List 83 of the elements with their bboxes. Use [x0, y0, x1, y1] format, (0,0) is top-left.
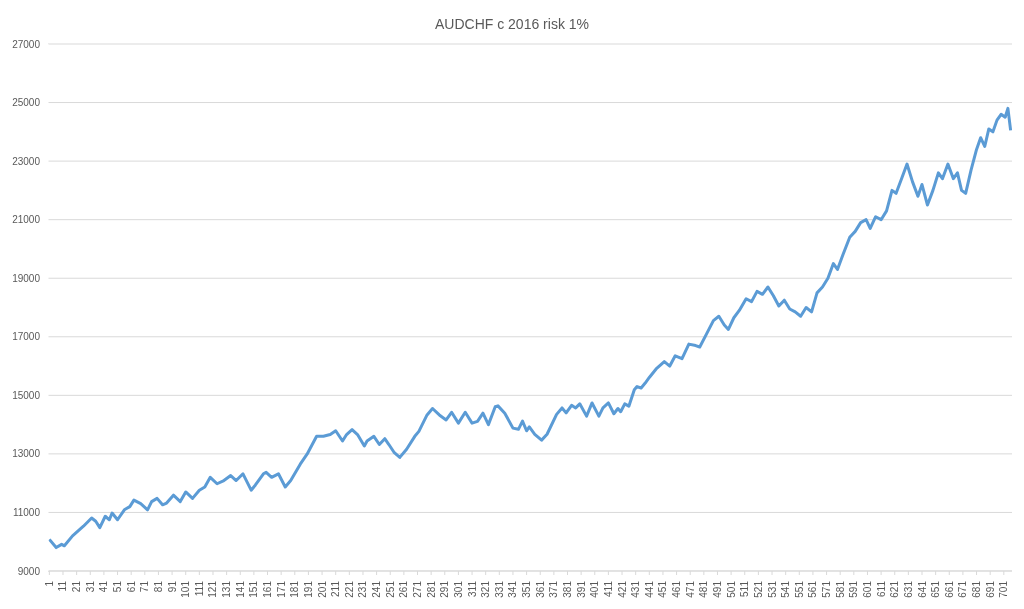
x-tick-label: 681 — [971, 580, 983, 598]
x-tick-label: 381 — [562, 580, 573, 598]
x-tick-label: 591 — [848, 580, 860, 598]
x-tick-label: 51 — [112, 580, 124, 593]
x-tick-label: 361 — [534, 580, 546, 598]
x-tick-label: 211 — [330, 580, 342, 597]
x-tick-label: 151 — [248, 580, 260, 598]
x-tick-label: 21 — [71, 580, 83, 593]
x-tick-label: 391 — [575, 580, 587, 598]
x-tick-label: 551 — [793, 580, 805, 598]
x-tick-label: 701 — [998, 580, 1010, 598]
x-tick-label: 651 — [930, 580, 942, 598]
x-tick-label: 331 — [493, 580, 505, 598]
chart-title: AUDCHF c 2016 risk 1% — [433, 15, 590, 34]
x-tick-label: 1 — [43, 580, 55, 587]
x-tick-label: 281 — [425, 580, 437, 598]
x-tick-label: 301 — [452, 580, 464, 598]
x-tick-label: 341 — [507, 580, 519, 598]
x-tick-label: 531 — [766, 580, 778, 598]
x-tick-label: 491 — [711, 580, 723, 598]
x-tick-label: 441 — [643, 580, 655, 598]
x-tick-label: 161 — [262, 580, 274, 598]
y-tick-label: 9000 — [17, 565, 41, 577]
x-tick-label: 581 — [834, 580, 846, 598]
x-tick-label: 641 — [916, 580, 928, 598]
x-tick-label: 111 — [193, 580, 205, 597]
x-tick-label: 91 — [166, 580, 178, 593]
y-tick-label: 15000 — [12, 389, 41, 401]
line-series — [48, 106, 1012, 550]
x-tick-label: 231 — [357, 580, 369, 598]
x-tick-label: 61 — [125, 580, 137, 593]
x-tick-label: 71 — [139, 580, 151, 593]
x-tick-label: 511 — [739, 580, 751, 597]
x-tick-label: 261 — [398, 580, 410, 598]
x-tick-label: 481 — [698, 580, 710, 598]
x-tick-label: 451 — [657, 580, 669, 598]
x-tick-label: 471 — [684, 580, 696, 598]
x-tick-label: 421 — [616, 580, 628, 598]
x-tick-label: 611 — [875, 580, 887, 597]
y-tick-label: 23000 — [12, 155, 41, 167]
y-tick-label: 17000 — [12, 331, 41, 343]
x-tick-label: 601 — [861, 580, 873, 598]
x-tick-label: 401 — [589, 580, 601, 598]
x-tick-label: 41 — [98, 580, 110, 593]
x-tick-label: 271 — [412, 580, 424, 598]
x-tick-label: 201 — [316, 580, 328, 598]
x-tick-label: 561 — [807, 580, 819, 598]
x-tick-label: 191 — [302, 580, 314, 598]
x-tick-label: 141 — [234, 580, 246, 598]
x-tick-label: 171 — [275, 580, 287, 598]
x-tick-label: 121 — [207, 580, 219, 598]
x-tick-label: 131 — [221, 580, 233, 598]
x-tick-label: 411 — [602, 580, 614, 597]
x-tick-label: 461 — [671, 580, 683, 598]
x-tick-label: 571 — [821, 580, 833, 598]
y-tick-label: 21000 — [12, 214, 41, 226]
x-tick-label: 661 — [943, 580, 955, 598]
x-tick-label: 311 — [466, 580, 478, 597]
x-tick-label: 631 — [902, 580, 914, 598]
x-tick-label: 251 — [384, 580, 396, 598]
x-tick-label: 541 — [780, 580, 792, 598]
x-tick-label: 181 — [289, 580, 301, 598]
x-tick-label: 431 — [630, 580, 642, 598]
x-tick-label: 81 — [152, 580, 164, 593]
x-tick-label: 321 — [480, 580, 492, 598]
x-tick-label: 521 — [752, 580, 764, 598]
x-tick-label: 221 — [343, 580, 355, 598]
y-tick-label: 27000 — [12, 38, 41, 50]
x-tick-label: 691 — [984, 580, 996, 598]
y-tick-label: 11000 — [12, 506, 41, 518]
y-tick-label: 19000 — [12, 272, 41, 284]
x-tick-label: 31 — [84, 580, 96, 593]
y-tick-label: 13000 — [12, 448, 41, 460]
x-tick-label: 291 — [439, 580, 451, 598]
y-tick-label: 25000 — [12, 97, 41, 109]
x-tick-label: 671 — [957, 580, 969, 598]
x-tick-label: 621 — [889, 580, 901, 598]
x-tick-label: 11 — [57, 580, 69, 592]
x-tick-label: 101 — [180, 580, 192, 598]
x-tick-label: 501 — [725, 580, 737, 598]
x-tick-label: 241 — [371, 580, 383, 598]
x-tick-label: 351 — [521, 580, 533, 598]
x-tick-label: 371 — [548, 580, 560, 598]
